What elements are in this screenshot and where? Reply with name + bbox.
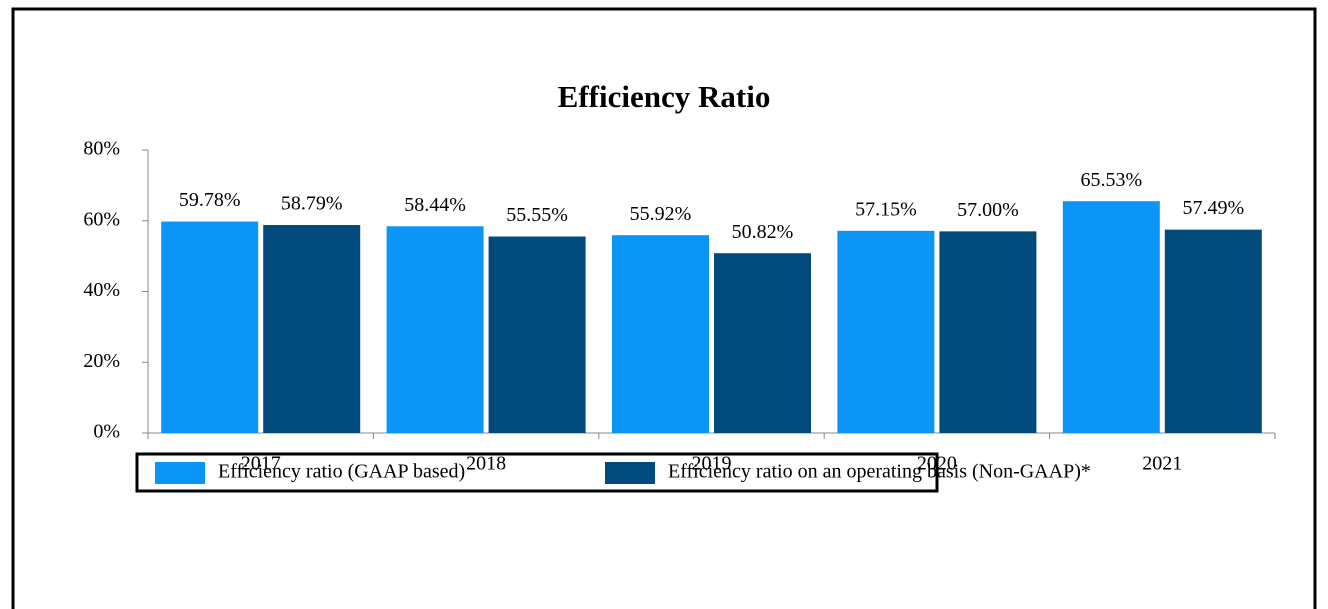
bar [939,231,1037,433]
y-tick-label: 20% [83,350,120,372]
x-tick-label: 2021 [1142,453,1182,475]
legend-label: Efficiency ratio (GAAP based) [218,461,465,483]
legend-swatch [155,462,205,484]
data-label: 50.82% [732,221,794,243]
data-label: 57.15% [855,198,917,220]
bar [837,230,935,433]
data-label: 57.00% [957,199,1019,221]
data-label: 55.55% [506,204,568,226]
data-label: 55.92% [630,203,692,225]
data-label: 58.79% [281,193,343,215]
bar [612,235,709,433]
y-tick-label: 80% [83,138,120,160]
y-tick-label: 40% [83,279,120,301]
bar [488,236,586,433]
bar [386,226,484,433]
bar [263,225,361,433]
data-label: 57.49% [1182,197,1244,219]
bar [714,253,811,433]
bar [161,221,259,433]
bar [1164,229,1262,433]
x-tick-label: 2019 [692,453,732,475]
bar [1062,201,1160,433]
y-tick-label: 0% [93,421,120,443]
y-tick-label: 60% [83,208,120,230]
data-label: 65.53% [1080,169,1142,191]
legend-swatch [605,462,655,484]
data-label: 59.78% [179,189,241,211]
legend-box [135,452,939,493]
x-tick-label: 2018 [466,453,506,475]
x-tick-label: 2017 [241,453,281,475]
frame [11,7,1317,609]
data-label: 58.44% [404,194,466,216]
x-tick-label: 2020 [917,453,957,475]
legend-label: Efficiency ratio on an operating basis (… [668,461,1091,483]
chart-title: Efficiency Ratio [558,79,771,114]
